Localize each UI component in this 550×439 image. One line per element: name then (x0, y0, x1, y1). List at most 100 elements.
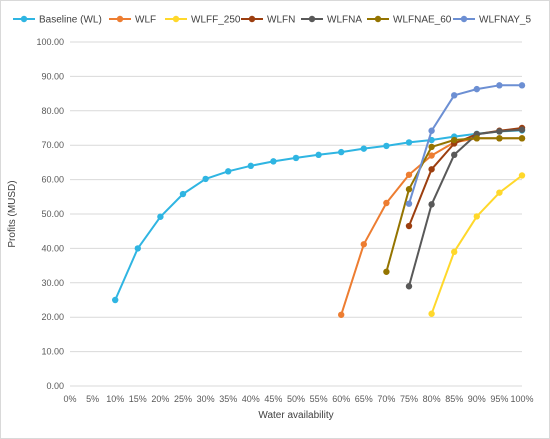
legend-label: WLFN (267, 15, 295, 26)
data-point (496, 135, 503, 142)
x-axis-title: Water availability (258, 410, 333, 421)
legend-item-baseline-wl: Baseline (WL) (13, 15, 102, 26)
data-point (428, 201, 435, 208)
x-tick-label: 70% (377, 394, 395, 404)
y-tick-label: 90.00 (41, 71, 64, 81)
x-tick-label: 30% (197, 394, 215, 404)
data-point (225, 168, 232, 175)
x-tick-label: 55% (310, 394, 328, 404)
series-wlfna (405, 126, 526, 290)
data-point (473, 135, 480, 142)
y-tick-label: 100.00 (36, 37, 64, 47)
data-point (292, 154, 300, 162)
legend-marker (172, 15, 180, 23)
data-point (428, 166, 435, 173)
data-point (360, 241, 367, 248)
series-wlfnae-60 (383, 135, 526, 275)
x-tick-label: 100% (510, 394, 533, 404)
y-axis-title: Profits (MUSD) (7, 180, 18, 247)
data-point (428, 152, 435, 159)
series-wlff-250 (428, 172, 526, 317)
data-point (451, 151, 458, 159)
legend-marker (374, 15, 382, 23)
x-tick-label: 10% (106, 394, 124, 404)
legend-item-wlfnay-5: WLFNAY_5 (453, 15, 531, 26)
data-point (270, 158, 277, 165)
x-tick-label: 0% (63, 394, 76, 404)
data-point (518, 135, 526, 142)
legend-item-wlf: WLF (109, 15, 156, 26)
x-axis-ticks: 0% 5% 10% 15% 20% 25% 30% 35% 40% 45% 50% 55% 60% 65%… (63, 394, 533, 404)
x-tick-label: 40% (242, 394, 260, 404)
data-point (112, 296, 119, 304)
data-point (428, 310, 435, 317)
data-point (451, 92, 458, 99)
legend-item-wlff-250: WLFF_250 (165, 15, 241, 26)
series-group (112, 82, 526, 318)
legend-label: WLFNAE_60 (393, 15, 452, 26)
y-tick-label: 70.00 (41, 140, 64, 150)
data-point (451, 136, 458, 144)
legend-label: WLF (135, 15, 156, 26)
data-point (338, 148, 345, 156)
data-point (383, 199, 390, 207)
y-tick-label: 0.00 (46, 381, 64, 391)
x-tick-label: 80% (423, 394, 441, 404)
y-tick-label: 30.00 (41, 278, 64, 288)
legend-marker (20, 15, 28, 23)
data-point (405, 222, 413, 230)
data-point (338, 311, 345, 318)
data-point (405, 283, 413, 290)
legend-label: WLFNA (327, 15, 362, 26)
legend-marker (248, 15, 256, 23)
data-point (405, 200, 413, 207)
legend-label: Baseline (WL) (39, 15, 102, 26)
y-tick-label: 60.00 (41, 175, 64, 185)
y-tick-label: 50.00 (41, 209, 64, 219)
data-point (405, 139, 413, 146)
data-point (518, 126, 526, 133)
legend-label: WLFNAY_5 (479, 15, 531, 26)
x-tick-label: 65% (355, 394, 373, 404)
y-tick-label: 20.00 (41, 312, 64, 322)
data-point (473, 85, 480, 93)
data-point (518, 172, 526, 179)
data-point (134, 245, 141, 252)
series-baseline-wl (112, 127, 526, 304)
x-tick-label: 5% (86, 394, 99, 404)
x-tick-label: 60% (332, 394, 350, 404)
legend-marker (308, 15, 316, 23)
data-point (451, 248, 458, 256)
x-tick-label: 75% (400, 394, 418, 404)
x-tick-label: 90% (468, 394, 486, 404)
data-point (247, 162, 254, 170)
data-point (496, 189, 503, 196)
x-tick-label: 25% (174, 394, 192, 404)
y-tick-label: 10.00 (41, 347, 64, 357)
x-tick-label: 50% (287, 394, 305, 404)
data-point (179, 190, 187, 198)
data-point (383, 268, 390, 275)
x-tick-label: 95% (490, 394, 508, 404)
series-line (408, 127, 523, 227)
x-tick-label: 85% (445, 394, 463, 404)
series-line (340, 137, 522, 316)
data-point (360, 145, 367, 152)
legend: Baseline (WL) WLF WLFF_250 WLFN WLFNA WLFNAE_… (13, 15, 531, 26)
data-point (473, 213, 480, 220)
grid-lines (70, 41, 522, 387)
legend-item-wlfn: WLFN (241, 15, 295, 26)
data-point (496, 82, 503, 89)
legend-label: WLFF_250 (191, 15, 241, 26)
legend-item-wlfna: WLFNA (301, 15, 362, 26)
data-point (405, 171, 413, 178)
data-point (496, 128, 503, 135)
legend-marker (116, 15, 124, 23)
data-point (315, 151, 322, 159)
data-point (405, 186, 413, 193)
x-tick-label: 35% (219, 394, 237, 404)
y-tick-label: 80.00 (41, 106, 64, 116)
data-point (157, 213, 164, 220)
